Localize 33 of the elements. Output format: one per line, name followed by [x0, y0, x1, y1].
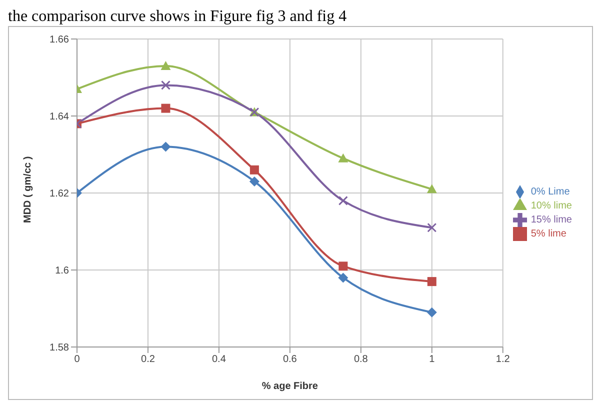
y-tick-label: 1.6 — [55, 266, 70, 277]
x-tick-label: 0.4 — [212, 354, 226, 366]
y-tick-label: 1.66 — [50, 34, 70, 46]
x-axis-title: % age Fibre — [262, 381, 318, 392]
point — [249, 176, 260, 186]
x-tick-label: 0 — [74, 354, 80, 366]
point — [338, 153, 348, 162]
y-tick-label: 1.64 — [50, 112, 70, 123]
point — [426, 184, 437, 194]
legend-label: 15% lime — [530, 214, 572, 226]
text: the comparison curve shows in Figure fig 3 and fig 4 — [8, 8, 348, 26]
x-tick-label: 0.8 — [354, 354, 368, 366]
point — [338, 272, 348, 283]
legend-label: 0% Lime — [530, 186, 570, 198]
x-tick-label: 0.6 — [282, 354, 298, 366]
point — [161, 104, 170, 113]
y-axis-title: MDD ( gm/cc ) — [22, 156, 34, 223]
legend-label: 10% lime — [530, 200, 572, 212]
x-tick-label: 1.2 — [496, 354, 510, 366]
point — [160, 80, 170, 90]
x-tick-label: 1 — [429, 354, 436, 366]
point — [160, 60, 171, 70]
point — [338, 196, 348, 206]
point — [250, 165, 259, 174]
point — [338, 262, 348, 271]
point — [427, 222, 437, 232]
legend-label: 5% lime — [530, 228, 566, 240]
y-tick-label: 1.62 — [50, 188, 70, 200]
point — [426, 307, 437, 318]
point — [427, 277, 436, 286]
y-tick-label: 1.58 — [50, 342, 70, 354]
point — [160, 142, 171, 152]
x-tick-label: 0.2 — [141, 354, 156, 366]
